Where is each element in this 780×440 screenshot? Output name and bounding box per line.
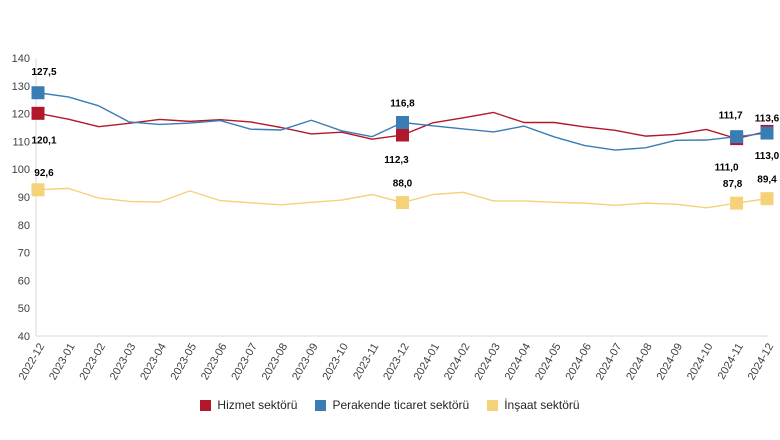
data-label: 111,0: [715, 163, 739, 174]
data-point-marker: [31, 86, 45, 100]
data-point-marker: [31, 106, 45, 120]
x-tick-label: 2024-02: [442, 341, 473, 382]
x-tick-label: 2024-01: [412, 341, 443, 382]
y-tick-labels: 40 50 60 70 80 90 100 110 120 130 140: [12, 53, 30, 343]
x-tick-label: 2024-10: [685, 341, 716, 382]
legend-label-perakende: Perakende ticaret sektörü: [332, 398, 470, 412]
series-markers: [31, 86, 774, 210]
x-tick-label: 2024-09: [655, 341, 686, 382]
data-label: 127,5: [31, 67, 56, 78]
legend-swatch-hizmet: [200, 399, 212, 411]
data-point-marker: [396, 128, 409, 142]
data-point-marker: [730, 196, 744, 210]
legend-swatch-perakende: [315, 399, 327, 411]
data-label: 113,6: [755, 113, 780, 124]
legend-swatch-insaat: [487, 399, 499, 411]
y-tick-label: 90: [18, 192, 30, 204]
data-label: 89,4: [757, 175, 777, 186]
legend-item-perakende[interactable]: Perakende ticaret sektörü: [315, 398, 469, 412]
x-tick-label: 2022-12: [17, 341, 48, 382]
y-tick-label: 50: [18, 303, 30, 315]
data-point-marker: [396, 196, 409, 210]
data-label: 112,3: [384, 155, 409, 166]
x-tick-label: 2023-12: [381, 341, 412, 382]
x-tick-label: 2024-05: [533, 341, 564, 382]
x-tick-label: 2023-02: [77, 341, 108, 382]
data-label: 92,6: [34, 168, 54, 179]
data-point-marker: [31, 183, 45, 197]
x-tick-label: 2024-11: [716, 341, 746, 381]
x-tick-label: 2023-06: [199, 341, 230, 382]
x-tick-label: 2024-07: [594, 341, 625, 382]
x-tick-label: 2023-04: [138, 341, 169, 382]
x-tick-label: 2023-08: [260, 341, 291, 382]
x-tick-label: 2023-05: [169, 341, 200, 382]
x-tick-label: 2024-08: [624, 341, 655, 382]
x-tick-label: 2023-11: [351, 341, 381, 381]
data-label: 116,8: [390, 98, 415, 109]
legend-item-insaat[interactable]: İnşaat sektörü: [487, 398, 580, 412]
x-tick-label: 2024-04: [503, 341, 534, 382]
x-tick-label: 2023-03: [108, 341, 139, 382]
y-tick-label: 120: [12, 109, 30, 121]
y-tick-label: 100: [12, 164, 30, 176]
y-tick-label: 140: [12, 53, 30, 65]
data-point-marker: [730, 130, 744, 144]
data-point-marker: [396, 115, 409, 129]
y-tick-label: 110: [12, 136, 30, 148]
y-tick-label: 40: [18, 331, 30, 343]
series-lines: [37, 92, 768, 209]
y-tick-label: 70: [18, 248, 30, 260]
x-tick-label: 2024-03: [472, 341, 503, 382]
x-tick-label: 2023-01: [47, 341, 78, 382]
data-point-marker: [760, 192, 774, 206]
data-label: 120,1: [31, 135, 56, 146]
x-tick-label: 2023-10: [320, 341, 351, 382]
x-tick-label: 2024-12: [746, 341, 777, 382]
legend: Hizmet sektörü Perakende ticaret sektörü…: [0, 394, 780, 416]
x-tick-labels: 2022-12 2023-01 2023-02 2023-03 2023-04 2023-…: [17, 341, 777, 382]
y-tick-label: 130: [12, 81, 30, 93]
data-label: 113,0: [755, 151, 780, 162]
x-tick-label: 2024-06: [563, 341, 594, 382]
data-label: 87,8: [723, 179, 743, 190]
legend-label-insaat: İnşaat sektörü: [504, 398, 580, 412]
y-tick-label: 60: [18, 275, 30, 287]
data-label: 111,7: [719, 111, 743, 122]
y-tick-label: 80: [18, 220, 30, 232]
x-tick-label: 2023-09: [290, 341, 321, 382]
legend-label-hizmet: Hizmet sektörü: [217, 398, 298, 412]
legend-item-hizmet[interactable]: Hizmet sektörü: [200, 398, 297, 412]
x-tick-label: 2023-07: [229, 341, 260, 382]
data-labels: 120,1 112,3 111,0 113,6 127,5 116,8 111,7 113,0…: [31, 67, 779, 190]
data-label: 88,0: [393, 179, 413, 190]
data-point-marker: [760, 126, 774, 140]
